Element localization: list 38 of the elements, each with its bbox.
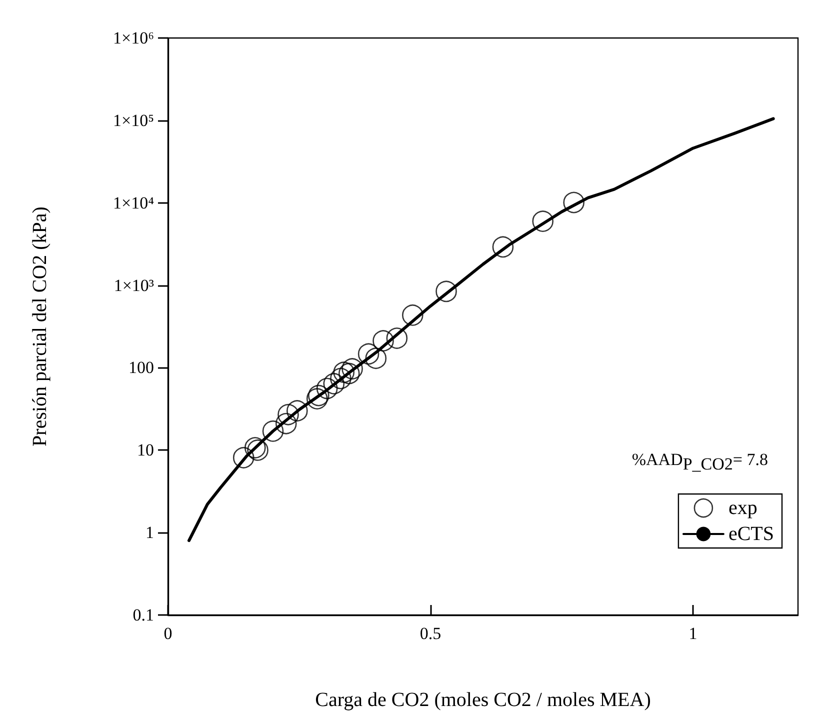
point bbox=[386, 328, 408, 349]
y-axis-title: Presión parcial del CO2 (kPa) bbox=[29, 206, 51, 446]
y-tick-label: 100 bbox=[128, 358, 154, 378]
x-tick-label: 0.5 bbox=[420, 624, 442, 643]
point bbox=[275, 412, 297, 434]
x-tick-label: 1 bbox=[688, 624, 698, 643]
point bbox=[342, 358, 363, 380]
point bbox=[333, 362, 355, 383]
point bbox=[365, 348, 387, 369]
point bbox=[306, 388, 328, 410]
point bbox=[532, 210, 554, 232]
point bbox=[338, 362, 360, 384]
y-tick-label: 1×10⁴ bbox=[112, 193, 154, 212]
point bbox=[358, 343, 380, 365]
point bbox=[436, 280, 457, 302]
x-axis-title: Carga de CO2 (moles CO2 / moles MEA) bbox=[315, 689, 651, 711]
y-tick-label: 1 bbox=[146, 523, 154, 542]
point bbox=[563, 192, 584, 214]
point bbox=[232, 447, 254, 468]
point bbox=[286, 400, 308, 422]
x-tick-label: 0 bbox=[164, 624, 172, 643]
line-series bbox=[188, 117, 775, 542]
point bbox=[308, 384, 330, 406]
y-tick-label: 0.1 bbox=[132, 606, 154, 624]
point bbox=[316, 378, 338, 400]
y-tick-label: 10 bbox=[137, 440, 154, 460]
point bbox=[492, 236, 514, 258]
point bbox=[278, 404, 299, 426]
y-tick-label: 1×10³ bbox=[114, 276, 154, 295]
y-tick-label: 1×10⁵ bbox=[112, 110, 154, 130]
point bbox=[402, 304, 424, 326]
point bbox=[330, 368, 352, 390]
legend-label: exp bbox=[728, 497, 758, 519]
legend-label: eCTS bbox=[728, 523, 774, 545]
y-tick-label: 1×10⁶ bbox=[112, 28, 154, 48]
point bbox=[323, 373, 345, 394]
point bbox=[262, 420, 284, 442]
point bbox=[372, 330, 394, 352]
